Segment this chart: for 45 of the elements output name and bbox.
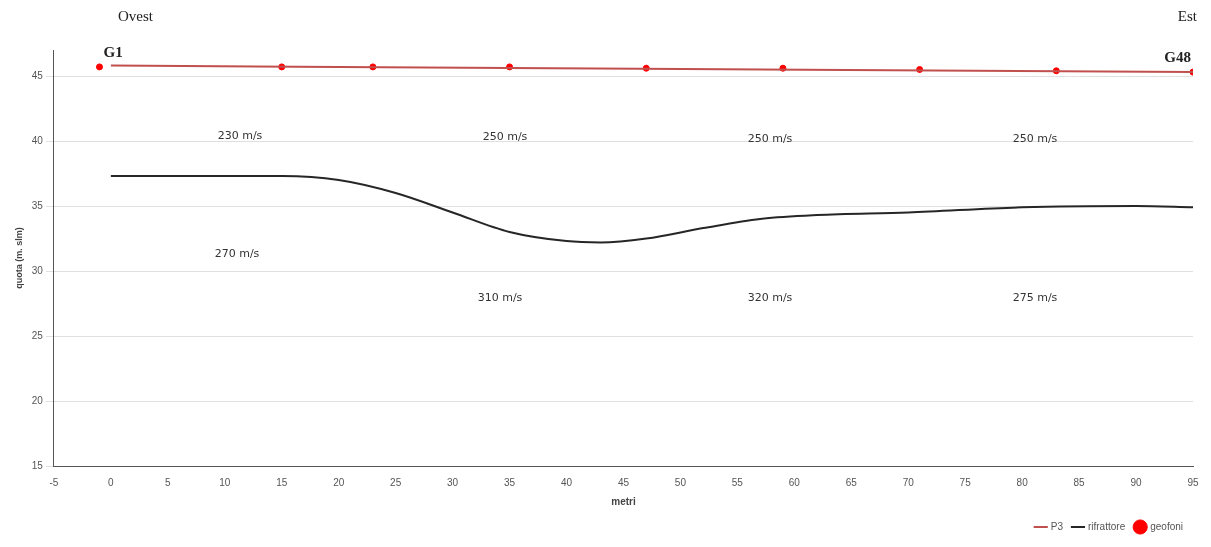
x-tick-label: 75 [959, 476, 972, 488]
x-tick-label: -5 [49, 476, 59, 488]
legend-label: P3 [1050, 520, 1064, 532]
annotation: 250 m/s [482, 129, 528, 143]
annotation: 250 m/s [1012, 131, 1058, 145]
y-tick-label: 40 [31, 134, 44, 146]
y-tick-label: 15 [31, 459, 44, 471]
x-tick-label: 60 [788, 476, 801, 488]
text: Ovest [118, 8, 153, 25]
x-tick-label: 5 [165, 476, 172, 488]
x-tick-label: 95 [1187, 476, 1199, 488]
legend-label: rifrattore [1087, 520, 1126, 532]
x-tick-label: 45 [617, 476, 630, 488]
x-tick-label: 10 [219, 476, 231, 488]
y-axis-title: quota (m. slm) [13, 227, 24, 289]
text: Est [1177, 8, 1197, 25]
x-tick-label: 90 [1130, 476, 1143, 488]
y-tick-label: 30 [31, 264, 44, 276]
annotation: 230 m/s [217, 128, 263, 142]
x-tick-label: 80 [1016, 476, 1029, 488]
x-tick-label: 35 [503, 476, 516, 488]
x-tick-label: 0 [108, 476, 115, 488]
annotation: G1 [103, 44, 123, 61]
y-tick-label: 35 [31, 199, 44, 211]
annotation: 270 m/s [214, 246, 260, 260]
x-tick-label: 50 [674, 476, 687, 488]
x-tick-label: 65 [845, 476, 858, 488]
y-tick-label: 45 [31, 69, 44, 81]
x-tick-label: 70 [902, 476, 915, 488]
x-tick-label: 15 [276, 476, 288, 488]
annotation: G48 [1164, 49, 1191, 66]
legend-label: geofoni [1150, 520, 1183, 532]
annotation: 250 m/s [747, 131, 793, 145]
x-tick-label: 20 [333, 476, 345, 488]
annotation: 320 m/s [747, 290, 793, 304]
y-tick-label: 25 [31, 329, 44, 341]
x-tick-label: 55 [731, 476, 744, 488]
x-tick-label: 30 [447, 476, 459, 488]
x-tick-label: 25 [390, 476, 402, 488]
annotation: 275 m/s [1012, 290, 1058, 304]
x-axis-title: metri [611, 495, 636, 507]
annotation: 310 m/s [477, 290, 523, 304]
x-tick-label: 40 [560, 476, 573, 488]
x-tick-label: 85 [1073, 476, 1086, 488]
y-tick-label: 20 [31, 394, 44, 406]
